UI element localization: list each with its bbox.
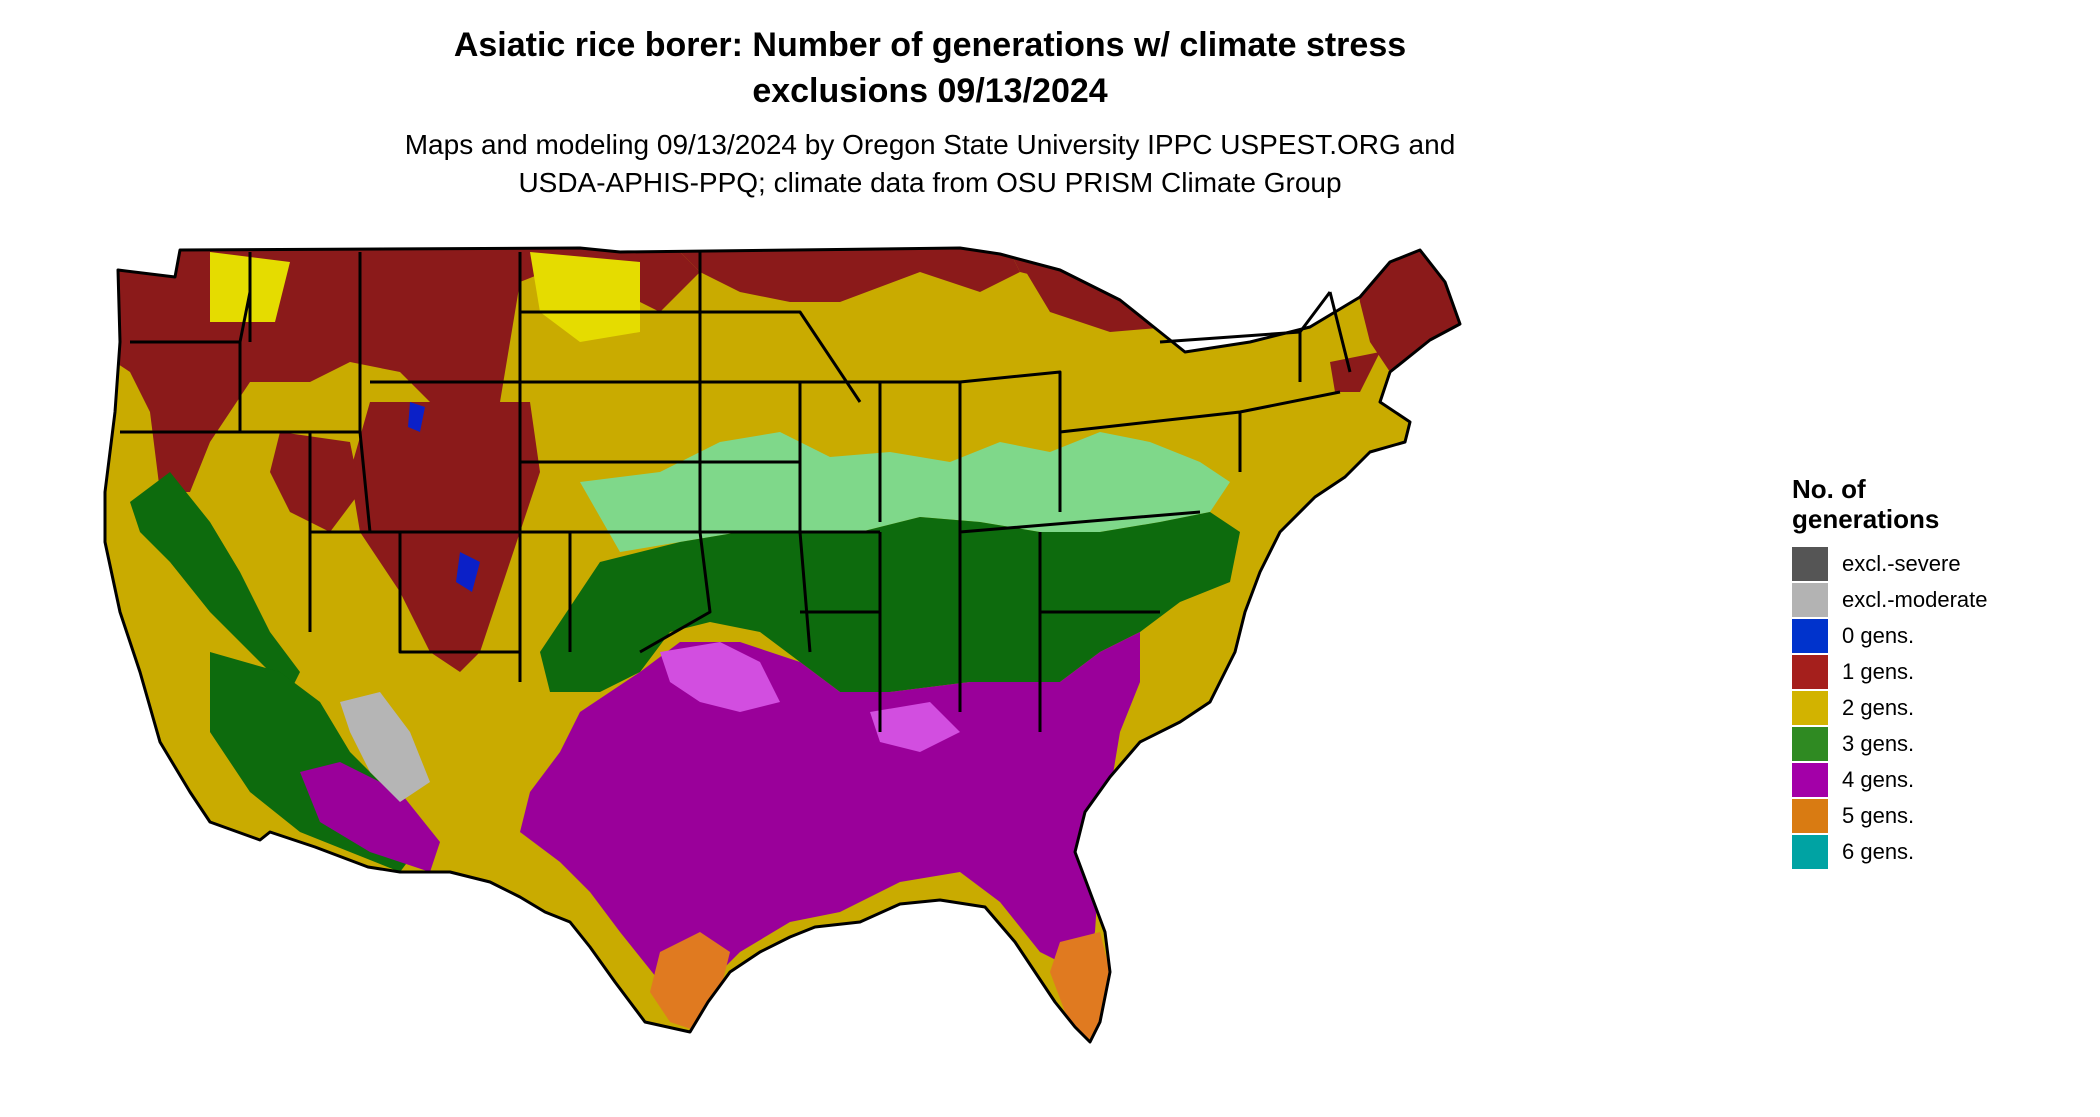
title-line-1: Asiatic rice borer: Number of generation… <box>453 26 1407 64</box>
legend-label: excl.-severe <box>1842 551 1961 576</box>
zone-0-gens-colorado <box>456 552 480 592</box>
zone-4-gens-gulf <box>520 632 1140 992</box>
zone-1-gens-newyork <box>1330 352 1380 392</box>
zone-4-gens-arizona <box>300 762 440 872</box>
legend: No. of generations excl.-severe excl.-mod… <box>1792 474 2082 870</box>
legend-swatch <box>1792 691 1828 725</box>
zone-1-gens-utah <box>270 432 360 532</box>
zone-3-gens-california <box>130 472 300 692</box>
legend-item: 3 gens. <box>1792 726 2082 762</box>
zone-3-gens-south <box>540 512 1240 692</box>
zone-excl-moderate-desert <box>340 692 430 802</box>
zone-4-gens-light-louisiana <box>870 702 960 752</box>
legend-swatch <box>1792 835 1828 869</box>
zone-2-gens-light-dakota <box>530 252 640 342</box>
zone-5-gens-south-florida <box>1050 932 1110 1042</box>
legend-label: 5 gens. <box>1842 803 1915 828</box>
legend-title-line-1: No. of <box>1792 474 1866 504</box>
subtitle-line-2: USDA-APHIS-PPQ; climate data from OSU PR… <box>518 167 1342 198</box>
chart-subtitle: Maps and modeling 09/13/2024 by Oregon S… <box>0 126 1860 202</box>
legend-label: 1 gens. <box>1842 659 1915 684</box>
boundary-mountain <box>248 252 540 682</box>
legend-title-line-2: generations <box>1792 504 1940 534</box>
chart-title: Asiatic rice borer: Number of generation… <box>0 22 1860 114</box>
legend-title: No. of generations <box>1792 474 2082 534</box>
legend-label: excl.-moderate <box>1842 587 1988 612</box>
legend-swatch <box>1792 547 1828 581</box>
legend-item: 6 gens. <box>1792 834 2082 870</box>
legend-item: 2 gens. <box>1792 690 2082 726</box>
legend-label: 0 gens. <box>1842 623 1915 648</box>
legend-label: 4 gens. <box>1842 767 1915 792</box>
zone-4-gens-light-texas <box>660 642 780 712</box>
legend-item: 4 gens. <box>1792 762 2082 798</box>
generation-zones <box>105 248 1460 1042</box>
legend-items: excl.-severe excl.-moderate 0 gens. 1 gens.… <box>1792 546 2082 870</box>
zone-1-gens-rockies <box>350 402 540 672</box>
legend-swatch <box>1792 655 1828 689</box>
legend-label: 3 gens. <box>1842 731 1915 756</box>
legend-item: 1 gens. <box>1792 654 2082 690</box>
legend-item: excl.-severe <box>1792 546 2082 582</box>
legend-label: 2 gens. <box>1842 695 1915 720</box>
legend-swatch <box>1792 619 1828 653</box>
legend-item: 5 gens. <box>1792 798 2082 834</box>
zone-1-gens-wisconsin <box>1020 262 1170 332</box>
legend-swatch <box>1792 583 1828 617</box>
boundary-midwest <box>700 310 1062 534</box>
boundary-south <box>700 510 1201 732</box>
title-line-2: exclusions 09/13/2024 <box>752 72 1108 110</box>
legend-swatch <box>1792 799 1828 833</box>
legend-swatch <box>1792 727 1828 761</box>
boundary-northeast <box>1059 291 1352 472</box>
us-map <box>100 232 1760 1112</box>
legend-item: 0 gens. <box>1792 618 2082 654</box>
legend-label: 6 gens. <box>1842 839 1915 864</box>
state-boundaries <box>103 246 1462 1044</box>
map-svg <box>103 246 1462 1044</box>
boundary-plains <box>518 252 712 654</box>
legend-item: excl.-moderate <box>1792 582 2082 618</box>
legend-swatch <box>1792 763 1828 797</box>
subtitle-line-1: Maps and modeling 09/13/2024 by Oregon S… <box>404 129 1456 160</box>
zone-0-gens-wyoming <box>408 402 425 432</box>
